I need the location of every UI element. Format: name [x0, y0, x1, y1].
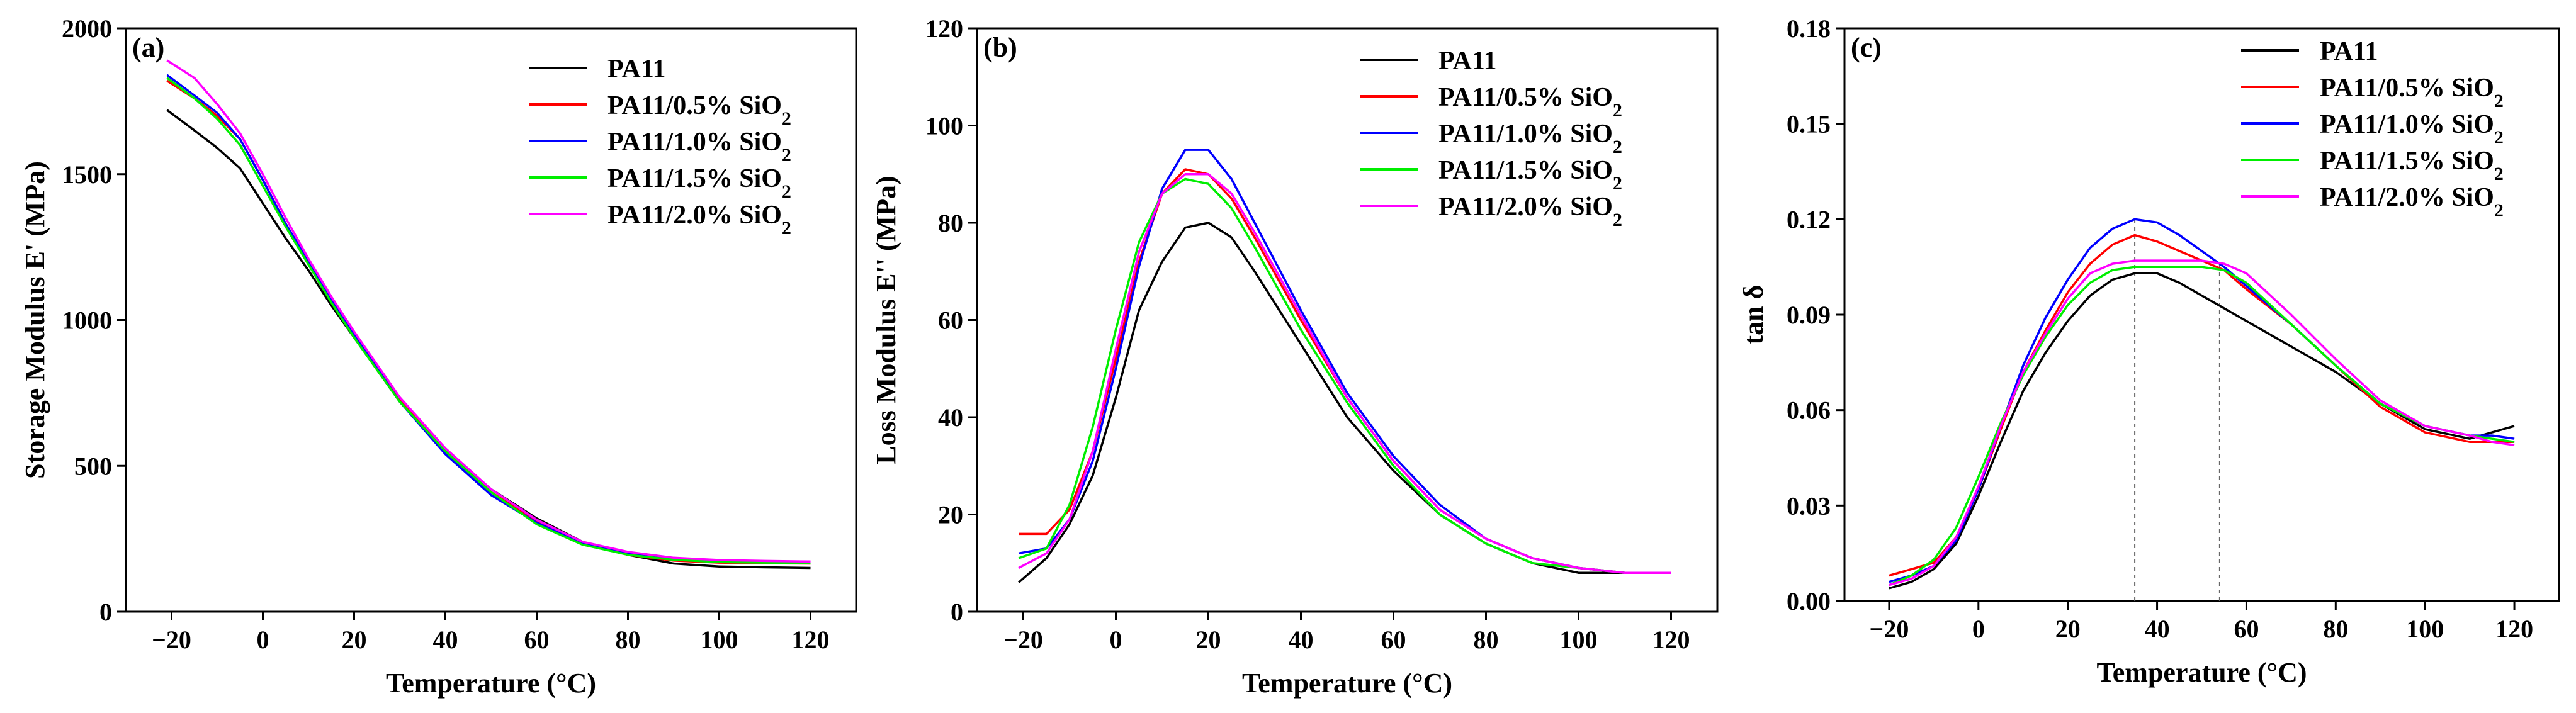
y-tick-label: 0 — [99, 598, 112, 626]
x-tick-label: 120 — [1652, 626, 1690, 654]
panel-b-plot-frame — [976, 27, 1719, 613]
x-tick-label: 40 — [433, 626, 458, 654]
y-tick-label: 0 — [951, 598, 963, 626]
legend-label: PA11/1.5% SiO2 — [607, 164, 791, 202]
x-tick-label: 100 — [1560, 626, 1598, 654]
y-tick-label: 120 — [925, 14, 963, 43]
panel-label: (c) — [1851, 32, 1882, 63]
y-tick-label: 0.06 — [1787, 396, 1831, 425]
series-line — [1018, 222, 1671, 583]
panel-c: −20 0 20 40 60 80 100 120 0.00 0.03 0.06 0.09 0.12 0.… — [1738, 14, 2560, 688]
y-axis-label: tan δ — [1738, 285, 1769, 345]
legend-label: PA11/1.0% SiO2 — [1438, 120, 1622, 157]
legend-label: PA11/0.5% SiO2 — [607, 91, 791, 129]
x-tick-label: 100 — [701, 626, 738, 654]
y-tick-label: 40 — [938, 403, 963, 432]
x-axis-label: Temperature (°C) — [1242, 668, 1452, 699]
legend-label: PA11/2.0% SiO2 — [607, 201, 791, 239]
series-line — [1019, 168, 1671, 574]
x-tick-label: 20 — [342, 626, 367, 654]
y-tick-label: 80 — [938, 209, 963, 237]
x-tick-label: 0 — [1972, 615, 1985, 643]
series-line — [1889, 259, 2515, 587]
x-tick-label: 40 — [1289, 626, 1314, 654]
x-tick-label: −20 — [1870, 615, 1909, 643]
legend-label: PA11/1.0% SiO2 — [607, 128, 791, 166]
y-tick-label: 0.12 — [1787, 205, 1831, 233]
x-tick-label: 80 — [616, 626, 641, 654]
y-tick-label: 0.15 — [1787, 110, 1831, 138]
legend-label: PA11/2.0% SiO2 — [2320, 183, 2504, 221]
series-line — [1018, 173, 1671, 574]
x-tick-label: 0 — [1110, 626, 1122, 654]
x-tick-label: 20 — [1196, 626, 1221, 654]
y-tick-label: 0.00 — [1787, 587, 1831, 615]
panel-label: (b) — [983, 32, 1017, 63]
x-tick-label: 40 — [2145, 615, 2170, 643]
x-tick-label: 60 — [524, 626, 550, 654]
x-tick-label: −20 — [152, 626, 191, 654]
legend-label: PA11 — [607, 55, 666, 84]
y-tick-label: 0.09 — [1787, 301, 1831, 329]
series-line — [1889, 233, 2515, 577]
x-axis-label: Temperature (°C) — [2096, 657, 2307, 688]
x-tick-label: 60 — [2234, 615, 2259, 643]
y-tick-label: 1500 — [62, 160, 112, 189]
y-tick-label: 100 — [925, 112, 963, 140]
legend-label: PA11/1.5% SiO2 — [1438, 156, 1622, 194]
panel-b: −20 0 20 40 60 80 100 120 0 20 40 60 80 100 120 Tempera… — [871, 14, 1719, 699]
y-tick-label: 0.03 — [1787, 491, 1831, 520]
legend-label: PA11 — [1438, 47, 1497, 76]
panel-label: (a) — [132, 32, 164, 63]
y-tick-label: 0.18 — [1787, 14, 1831, 43]
legend-label: PA11 — [2320, 37, 2378, 66]
x-tick-label: 120 — [2495, 615, 2533, 643]
legend-label: PA11/1.0% SiO2 — [2320, 110, 2504, 148]
x-tick-label: −20 — [1003, 626, 1043, 654]
x-tick-label: 20 — [2055, 615, 2081, 643]
series-line — [166, 59, 811, 563]
x-tick-label: 80 — [2323, 615, 2348, 643]
y-tick-label: 20 — [938, 501, 963, 529]
y-tick-label: 2000 — [62, 14, 112, 43]
y-tick-label: 500 — [74, 452, 112, 480]
series-line — [166, 77, 811, 564]
legend-label: PA11/0.5% SiO2 — [1438, 83, 1622, 121]
legend-label: PA11/2.0% SiO2 — [1438, 193, 1622, 230]
y-tick-label: 1000 — [62, 306, 112, 335]
y-tick-label: 60 — [938, 306, 963, 335]
legend-label: PA11/1.5% SiO2 — [2320, 147, 2504, 184]
x-tick-label: 60 — [1381, 626, 1406, 654]
x-axis-label: Temperature (°C) — [386, 668, 596, 699]
legend-label: PA11/0.5% SiO2 — [2320, 74, 2504, 111]
series-line — [1018, 177, 1671, 574]
panel-a: −20 0 20 40 60 80 100 120 0 500 1000 1500 2000 Temper… — [20, 14, 857, 699]
series-line — [1889, 218, 2515, 583]
x-tick-label: 120 — [792, 626, 830, 654]
y-axis-label: Loss Modulus E'' (MPa) — [871, 176, 901, 464]
y-axis-label: Storage Modulus E' (MPa) — [20, 161, 50, 479]
x-tick-label: 100 — [2406, 615, 2444, 643]
x-tick-label: 80 — [1474, 626, 1499, 654]
series-line — [1889, 266, 2515, 587]
x-tick-label: 0 — [257, 626, 269, 654]
